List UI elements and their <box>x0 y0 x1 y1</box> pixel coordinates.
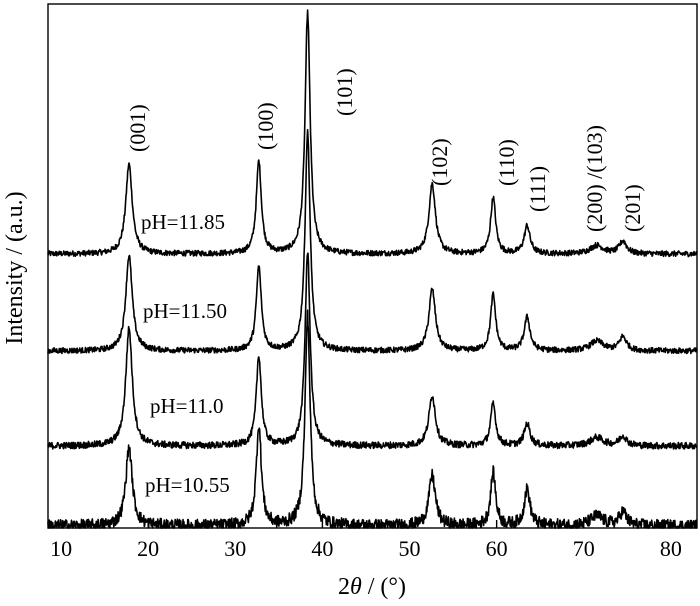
x-tick-label: 20 <box>137 536 159 561</box>
x-tick-label: 30 <box>224 536 246 561</box>
x-axis-title-symbol: θ <box>350 574 362 600</box>
x-tick-label: 50 <box>399 536 421 561</box>
peak-label: (110) <box>494 139 519 186</box>
peak-label: (001) <box>125 104 150 152</box>
x-axis-ticks: 10 20 30 40 50 60 70 80 <box>50 520 682 561</box>
series-labels: pH=11.85 pH=11.50 pH=11.0 pH=10.55 <box>141 210 230 497</box>
series-label: pH=11.0 <box>150 394 223 418</box>
y-axis-title: Intensity / (a.u.) <box>2 191 28 344</box>
peak-label: (100) <box>253 102 278 150</box>
series-label: pH=11.85 <box>141 210 225 234</box>
x-axis-title-prefix: 2 <box>338 574 350 600</box>
x-axis-title-unit: / (°) <box>362 574 406 600</box>
x-tick-label: 60 <box>486 536 508 561</box>
x-tick-label: 10 <box>50 536 72 561</box>
plot-frame <box>47 3 698 529</box>
x-tick-label: 80 <box>660 536 682 561</box>
x-axis-title: 2θ / (°) <box>338 574 406 600</box>
series-trace-3 <box>47 309 698 529</box>
peak-label: (111) <box>525 166 550 212</box>
peak-label: (102) <box>427 138 452 186</box>
peak-label: (101) <box>332 68 357 116</box>
peak-labels: (001) (100) (101) (102) (110)(111) (200) /(10… <box>125 68 645 232</box>
series-traces <box>47 9 698 529</box>
x-tick-label: 40 <box>311 536 333 561</box>
peak-label: (200) /(103) <box>582 125 607 232</box>
series-trace-2 <box>47 252 698 450</box>
series-label: pH=10.55 <box>145 473 230 497</box>
series-label: pH=11.50 <box>143 299 227 323</box>
series-trace-1 <box>47 128 698 355</box>
series-trace-0 <box>47 9 698 258</box>
x-tick-label: 70 <box>573 536 595 561</box>
peak-label: (201) <box>620 184 645 232</box>
